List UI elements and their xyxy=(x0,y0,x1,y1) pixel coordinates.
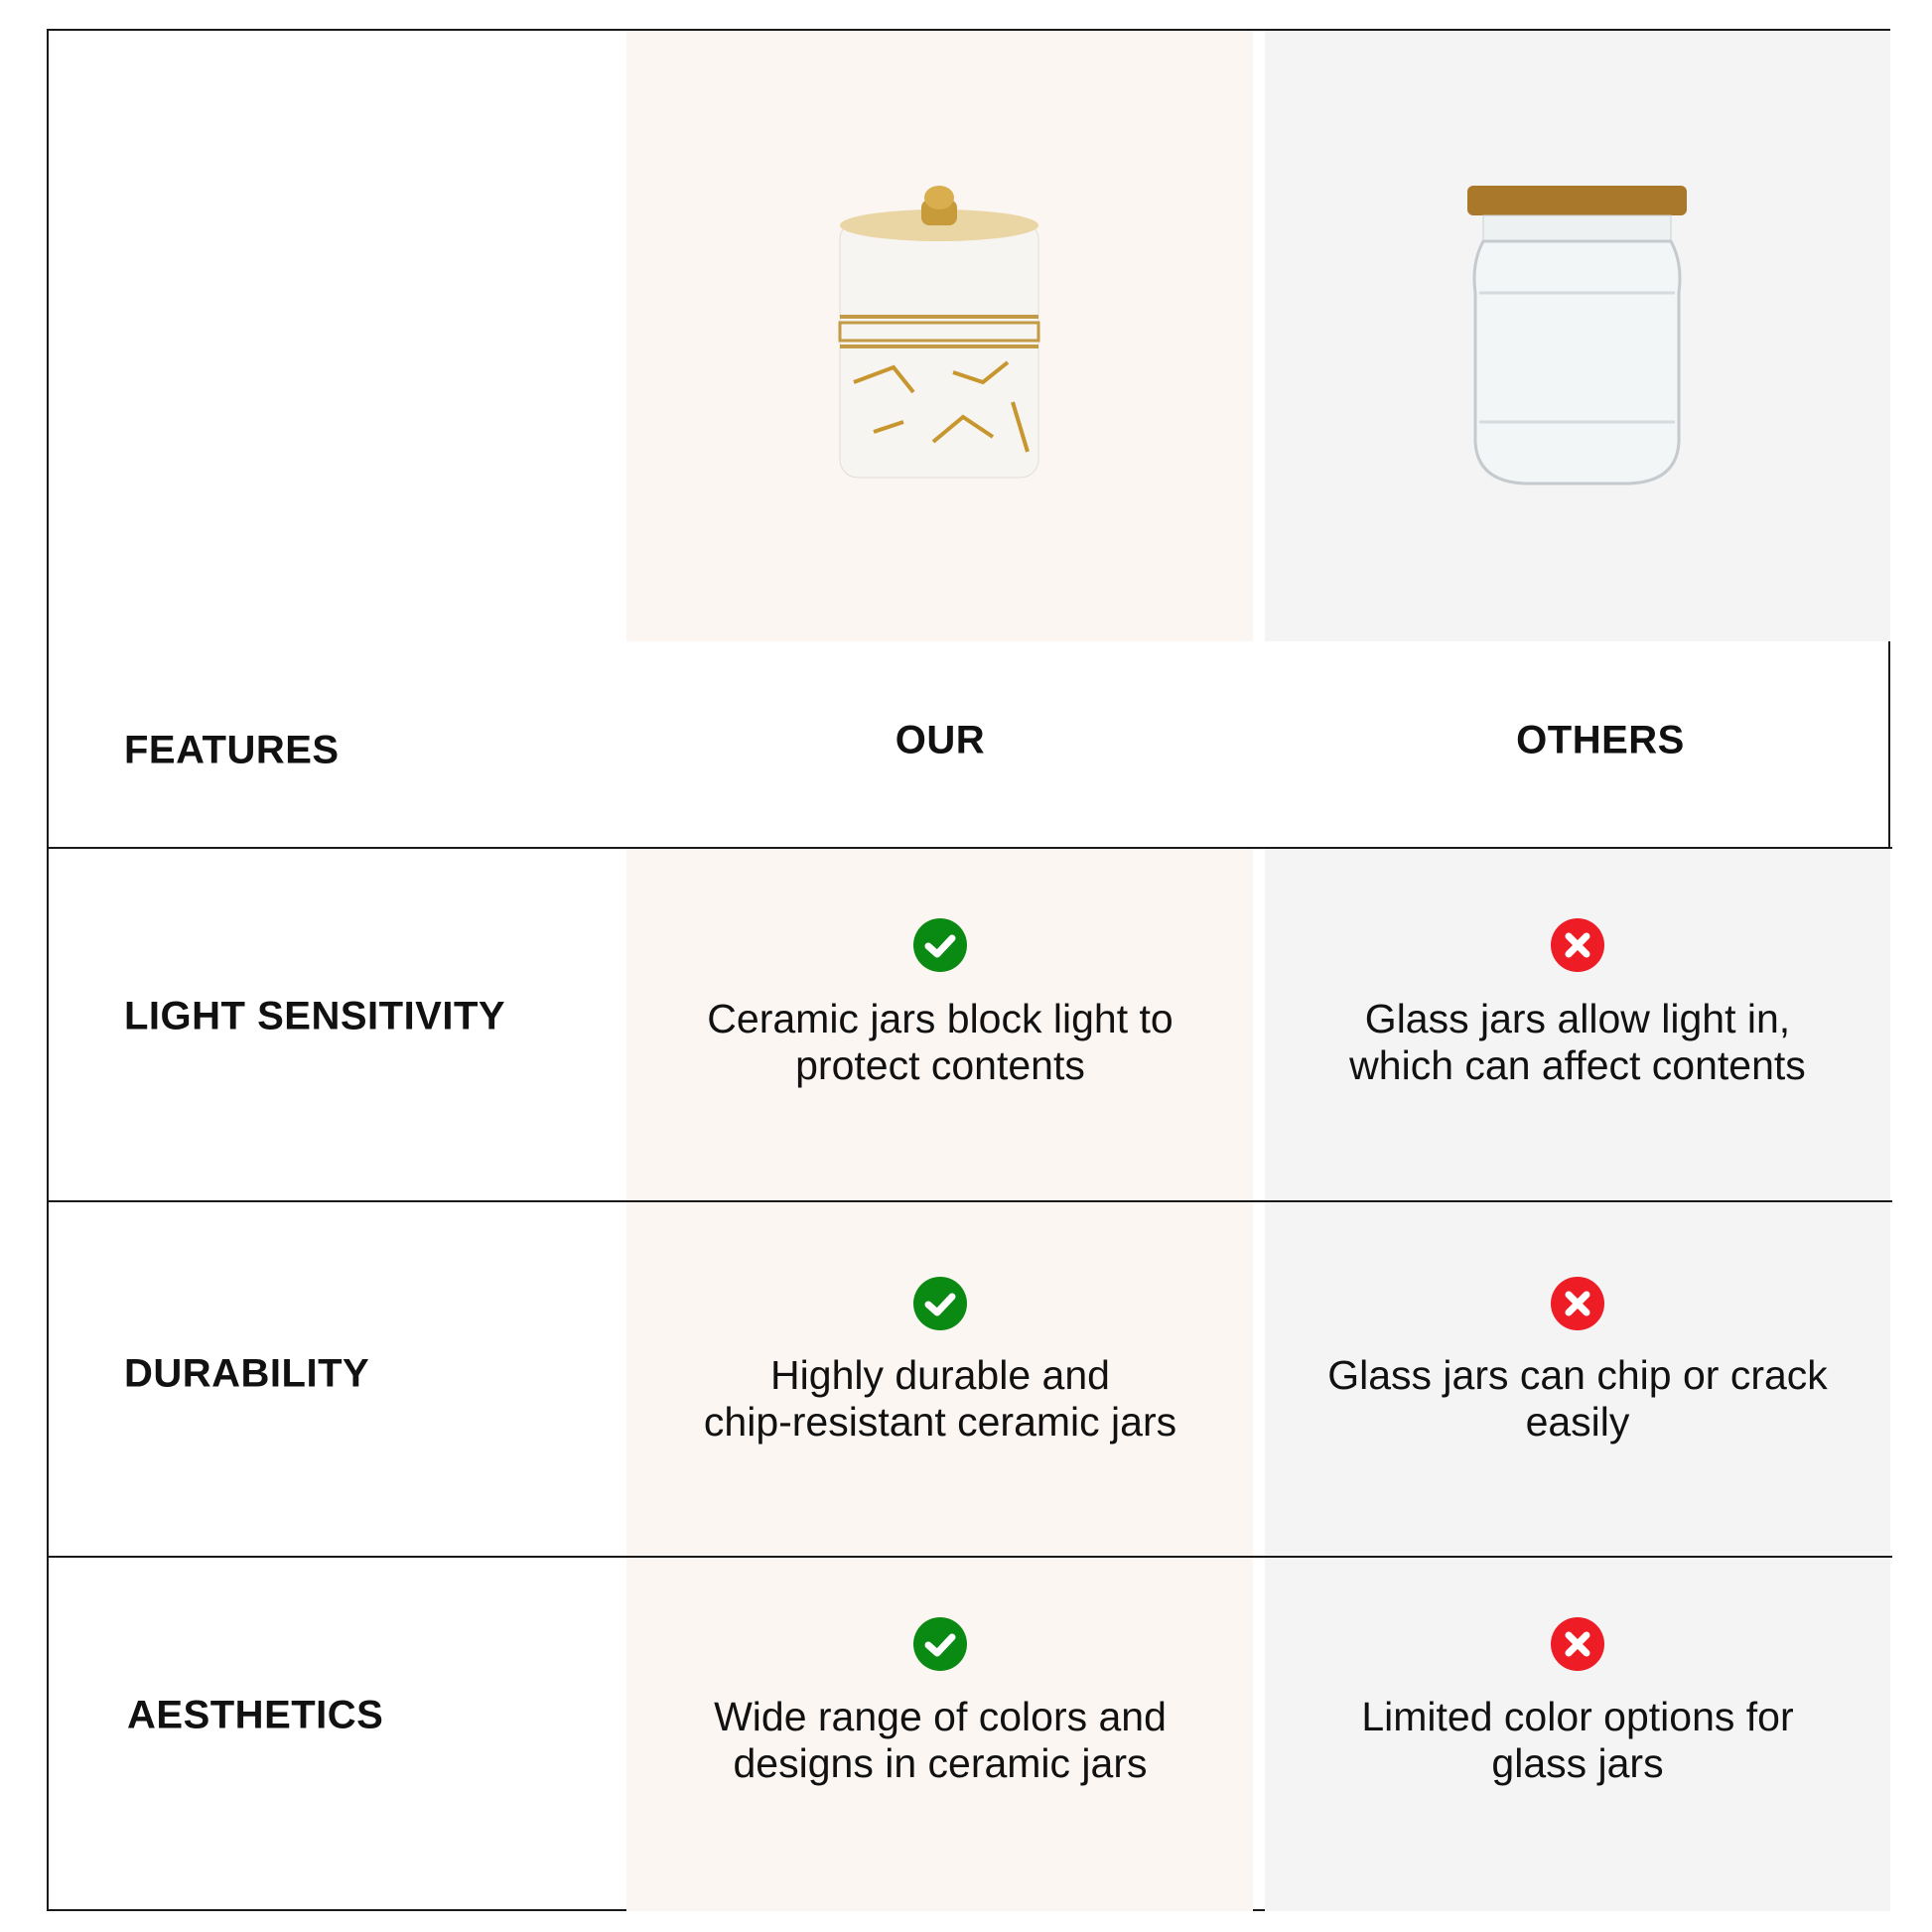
feature-light-sensitivity: LIGHT SENSITIVITY xyxy=(124,994,506,1038)
x-icon xyxy=(1551,1277,1604,1330)
others-light-sensitivity-text: Glass jars allow light in, which can affe… xyxy=(1270,996,1885,1089)
row-divider xyxy=(47,847,1892,849)
check-icon xyxy=(913,1277,967,1330)
features-column-header: FEATURES xyxy=(124,728,340,772)
text-line: easily xyxy=(1525,1399,1630,1445)
x-icon xyxy=(1551,918,1604,972)
our-aesthetics-text: Wide range of colors and designs in ceram… xyxy=(632,1694,1248,1787)
x-icon xyxy=(1551,1617,1604,1671)
our-durability-text: Highly durable and chip-resistant ceramic… xyxy=(632,1352,1248,1446)
row-divider xyxy=(47,1556,1892,1558)
text-line: Glass jars allow light in, xyxy=(1364,996,1791,1041)
feature-durability: DURABILITY xyxy=(124,1351,370,1396)
others-column-header: OTHERS xyxy=(1516,718,1685,762)
text-line: Highly durable and xyxy=(770,1352,1110,1398)
text-line: chip-resistant ceramic jars xyxy=(703,1399,1177,1445)
row-divider xyxy=(47,1200,1892,1202)
feature-aesthetics: AESTHETICS xyxy=(127,1693,384,1737)
our-column-bg xyxy=(626,849,1253,1911)
text-line: designs in ceramic jars xyxy=(733,1740,1148,1786)
text-line: which can affect contents xyxy=(1349,1042,1806,1088)
text-line: Limited color options for xyxy=(1361,1694,1794,1739)
text-line: Wide range of colors and xyxy=(714,1694,1167,1739)
others-column-bg xyxy=(1265,849,1890,1911)
check-icon xyxy=(913,918,967,972)
check-icon xyxy=(913,1617,967,1671)
our-light-sensitivity-text: Ceramic jars block light to protect conte… xyxy=(632,996,1248,1089)
ceramic-jar-image xyxy=(838,186,1040,479)
text-line: Ceramic jars block light to xyxy=(707,996,1173,1041)
text-line: Glass jars can chip or crack xyxy=(1327,1352,1828,1398)
others-aesthetics-text: Limited color options for glass jars xyxy=(1270,1694,1885,1787)
others-durability-text: Glass jars can chip or crack easily xyxy=(1270,1352,1885,1446)
our-column-header: OUR xyxy=(895,718,986,762)
text-line: glass jars xyxy=(1491,1740,1664,1786)
text-line: protect contents xyxy=(795,1042,1085,1088)
glass-jar-image xyxy=(1467,186,1687,485)
